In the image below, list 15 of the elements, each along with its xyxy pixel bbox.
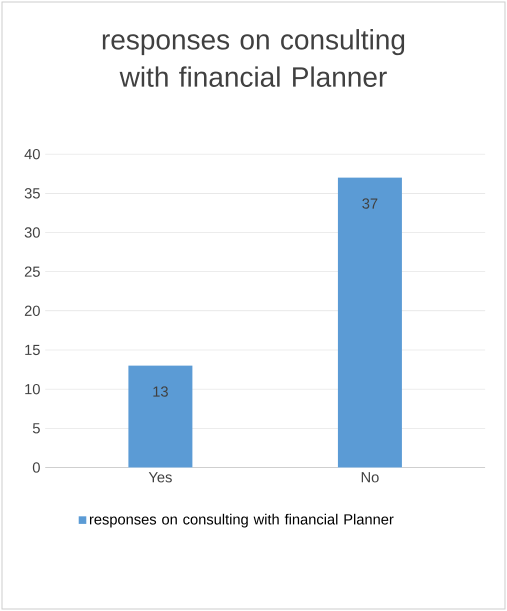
chart-title: responses on consulting with financial Planner [102,29,404,87]
data-label: 37 [362,198,378,209]
legend-label: responses on consulting with financial Planner [90,514,394,528]
y-tick-label: 30 [24,227,40,238]
y-tick-label: 10 [25,384,40,394]
x-tick-label: No [362,472,379,482]
y-tick-label: 40 [24,148,40,160]
y-tick-label: 20 [24,306,40,316]
y-tick-label: 35 [24,188,40,198]
y-tick-label: 25 [24,266,40,277]
y-tick-label: 15 [25,344,40,356]
x-tick-label: Yes [148,472,172,482]
y-tick-label: 0 [32,462,40,473]
y-tick-label: 5 [32,423,40,434]
data-label: 13 [153,386,168,397]
